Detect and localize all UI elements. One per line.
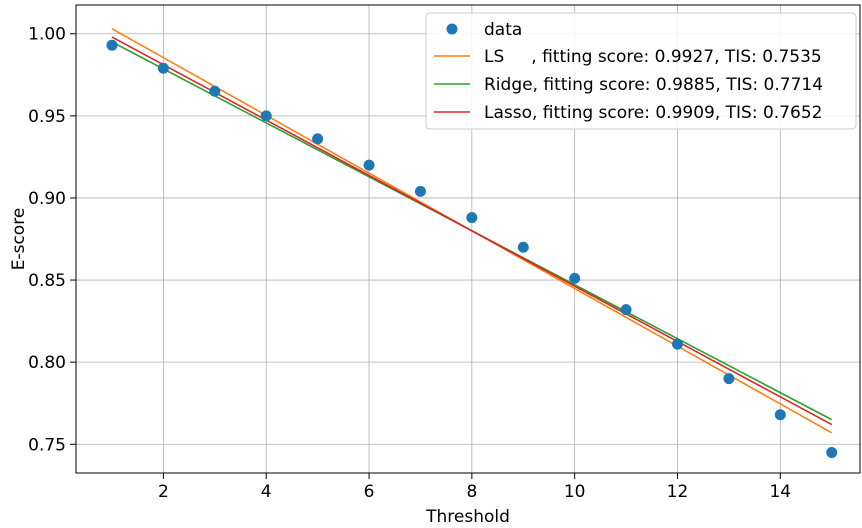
x-axis-ticks: 2 4 6 8 10 12 14: [158, 473, 791, 502]
legend-marker-data: [446, 23, 458, 35]
data-point: [517, 241, 529, 253]
grid: [76, 5, 860, 473]
data-point: [723, 373, 735, 385]
legend: data LS , fitting score: 0.9927, TIS: 0.7…: [425, 12, 857, 130]
data-point: [569, 272, 581, 284]
data-point: [312, 133, 324, 145]
series-line-3: [111, 36, 833, 426]
data-point: [260, 110, 272, 122]
y-tick-label: 1.00: [28, 25, 66, 45]
x-tick-label: 8: [466, 482, 477, 502]
x-axis-label: Threshold: [425, 507, 510, 527]
x-tick-label: 2: [158, 482, 169, 502]
legend-label-2: Ridge, fitting score: 0.9885, TIS: 0.771…: [484, 75, 823, 95]
y-tick-label: 0.80: [28, 353, 66, 373]
legend-box: [425, 12, 857, 130]
data-point: [414, 185, 426, 197]
data-point: [671, 338, 683, 350]
data-point: [209, 85, 221, 97]
y-tick-label: 0.90: [28, 189, 66, 209]
x-tick-label: 4: [261, 482, 272, 502]
y-axis-ticks: 0.75 0.80 0.85 0.90 0.95 1.00: [28, 25, 76, 455]
data-point: [106, 39, 118, 51]
data-point: [826, 446, 838, 458]
series-lines: [111, 28, 833, 434]
data-point: [157, 62, 169, 74]
y-tick-label: 0.75: [28, 435, 66, 455]
x-tick-label: 6: [364, 482, 375, 502]
data-point: [774, 409, 786, 421]
data-point: [620, 304, 632, 316]
data-point: [363, 159, 375, 171]
legend-label-data: data: [484, 20, 522, 40]
data-point: [466, 212, 478, 224]
y-tick-label: 0.85: [28, 271, 66, 291]
x-tick-label: 14: [769, 482, 791, 502]
y-tick-label: 0.95: [28, 107, 66, 127]
y-axis-label: E-score: [9, 208, 29, 271]
x-tick-label: 12: [667, 482, 689, 502]
legend-label-3: Lasso, fitting score: 0.9909, TIS: 0.765…: [484, 103, 822, 123]
legend-label-1: LS , fitting score: 0.9927, TIS: 0.7535: [484, 47, 822, 67]
data-points: [106, 39, 838, 458]
plot-frame: [75, 4, 861, 474]
x-tick-label: 10: [564, 482, 586, 502]
